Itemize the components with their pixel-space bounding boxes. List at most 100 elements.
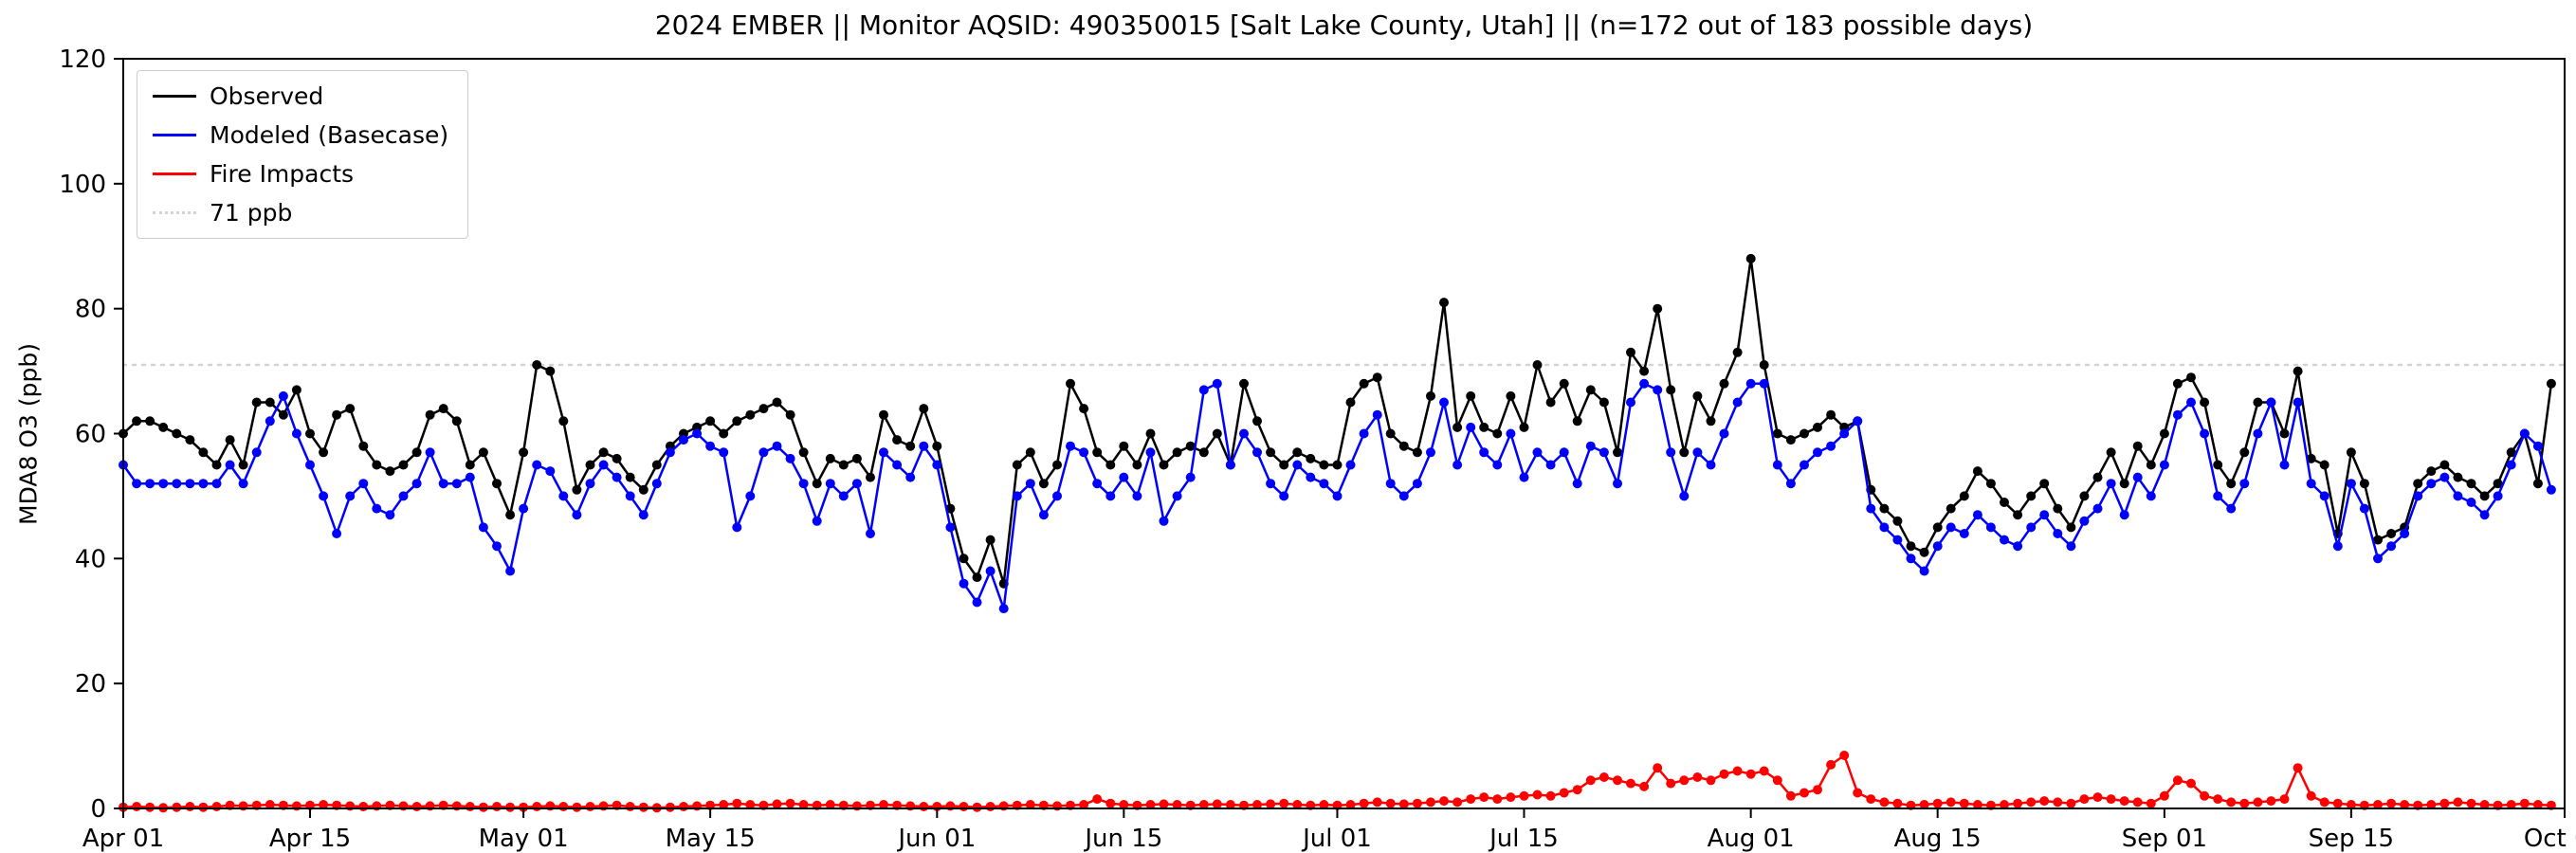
modeled-marker [598,460,609,470]
fire-impacts-marker [665,802,675,812]
modeled-marker [2506,460,2516,470]
modeled-marker [825,479,835,489]
modeled-marker [1532,447,1543,458]
modeled-marker [1052,491,1062,501]
modeled-marker [1599,447,1609,458]
observed-marker [1145,428,1156,439]
observed-marker [851,453,862,463]
observed-marker [2146,460,2156,470]
modeled-marker [2519,428,2530,439]
observed-marker [1038,479,1049,489]
fire-impacts-marker [2426,800,2437,809]
observed-marker [2039,479,2050,489]
observed-marker [2546,378,2556,389]
x-tick-label: Oct 01 [2524,825,2576,853]
fire-impacts-marker [1439,796,1449,807]
modeled-marker [132,479,142,489]
observed-marker [1626,347,1635,357]
y-tick-label: 40 [75,545,106,573]
modeled-marker [1785,479,1796,489]
fire-impacts-marker [132,802,142,811]
legend-label: Observed [210,82,324,110]
fire-impacts-marker [2119,796,2129,807]
fire-impacts-marker [985,802,996,811]
modeled-marker [1972,510,1982,520]
modeled-marker [1038,510,1049,520]
fire-impacts-marker [1599,772,1609,782]
observed-marker [265,397,275,408]
fire-impacts-marker [2373,800,2383,809]
observed-marker [411,447,422,458]
modeled-marker [411,479,422,489]
fire-impacts-marker [1398,799,1409,809]
modeled-marker [1372,409,1382,420]
observed-marker [2200,397,2210,408]
fire-impacts-marker [2000,800,2009,809]
modeled-marker [1279,491,1289,501]
observed-marker [278,409,288,420]
observed-marker [2453,472,2463,482]
modeled-marker [2400,529,2410,538]
modeled-marker [332,529,342,538]
modeled-marker [1759,378,1769,389]
observed-marker [425,409,435,420]
modeled-marker [2453,491,2463,501]
fire-impacts-marker [2172,775,2183,786]
observed-marker [519,447,529,458]
observed-marker [1025,447,1035,458]
observed-marker [465,460,475,470]
modeled-marker [798,479,809,489]
modeled-marker [1692,447,1703,458]
observed-marker [638,484,649,495]
modeled-marker [1185,472,1196,482]
fire-impacts-marker [1105,798,1116,808]
observed-marker [1892,516,1903,526]
observed-marker [2439,460,2450,470]
observed-marker [1666,385,1676,395]
modeled-marker [1479,447,1489,458]
modeled-marker [785,453,795,463]
fire-impacts-marker [198,802,209,812]
observed-marker [1092,447,1103,458]
modeled-marker [1906,554,1916,564]
modeled-marker [665,447,675,458]
modeled-marker [1613,479,1622,489]
fire-impacts-marker [478,802,488,812]
observed-marker [719,428,729,439]
legend-line-sample [153,172,196,175]
modeled-marker [211,479,222,489]
fire-impacts-marker [1319,800,1329,809]
fire-impacts-marker [1466,794,1476,805]
observed-marker [1466,390,1476,401]
fire-impacts-marker [732,798,742,808]
y-tick-label: 60 [75,421,106,449]
observed-marker [1785,435,1796,445]
observed-marker [145,416,155,426]
modeled-marker [638,510,649,520]
fire-impacts-marker [2519,798,2530,808]
observed-marker [398,460,409,470]
observed-marker [319,447,329,458]
fire-impacts-marker [2213,794,2223,805]
fire-impacts-marker [2013,798,2023,808]
observed-marker [1185,441,1196,451]
modeled-marker [2493,491,2503,501]
fire-impacts-marker [505,802,516,812]
modeled-marker [2066,541,2076,552]
modeled-marker [145,479,155,489]
modeled-marker [1398,491,1409,501]
fire-impacts-marker [1492,794,1503,805]
modeled-marker [1719,428,1729,439]
modeled-marker [1319,479,1329,489]
observed-marker [1159,460,1169,470]
y-tick-label: 100 [59,171,106,199]
modeled-marker [2079,516,2090,526]
modeled-marker [1959,529,1969,538]
x-tick-label: Jun 15 [1083,825,1162,853]
modeled-marker [2119,510,2129,520]
observed-marker [2293,366,2303,376]
modeled-marker [519,503,529,514]
modeled-marker [2132,472,2143,482]
fire-impacts-marker [172,802,182,812]
